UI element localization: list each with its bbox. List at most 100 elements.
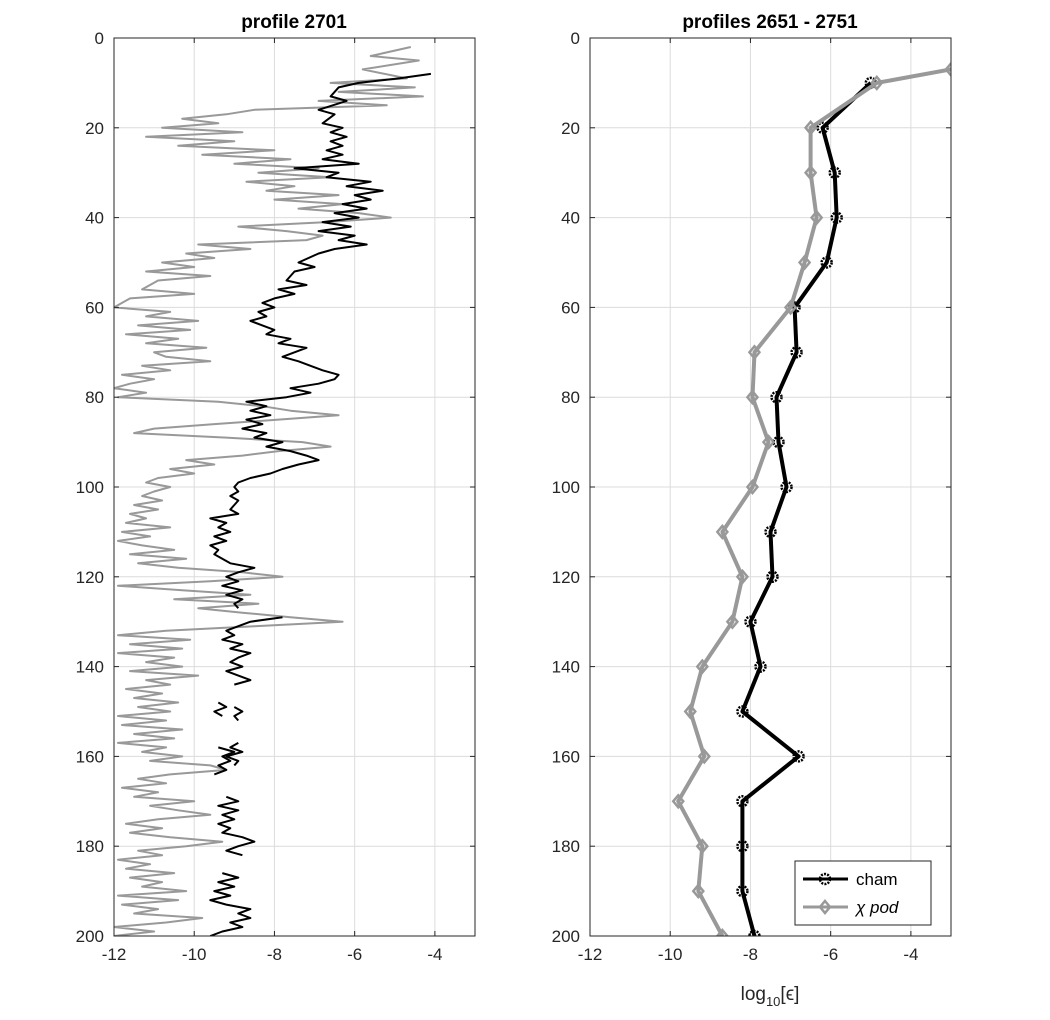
panel-left-plot <box>114 46 432 936</box>
data-point-chipod <box>725 613 740 630</box>
data-point-cham <box>736 705 749 718</box>
data-point-cham <box>772 435 785 449</box>
data-point-chipod <box>783 299 798 316</box>
y-tick-label: 60 <box>561 298 580 317</box>
x-tick-label: -4 <box>427 945 442 964</box>
data-point-cham <box>736 884 749 898</box>
data-point-cham <box>788 301 801 314</box>
data-point-chipod <box>810 209 824 226</box>
series-line-0 <box>114 46 424 936</box>
x-tick-label: -10 <box>658 945 683 964</box>
y-tick-label: 180 <box>552 837 580 856</box>
panel-right-title: profiles 2651 - 2751 <box>682 12 858 33</box>
y-tick-label: 140 <box>76 658 104 677</box>
series-segment-1-0 <box>209 72 432 609</box>
series-line-cham <box>740 81 873 936</box>
legend-marker-cham <box>818 872 832 886</box>
data-point-cham <box>780 480 793 494</box>
y-tick-label: 200 <box>552 927 580 946</box>
x-tick-label: -6 <box>347 945 362 964</box>
plot-area <box>671 61 951 936</box>
legend-marker-chipod <box>818 899 832 915</box>
y-tick-label: 160 <box>552 747 580 766</box>
y-tick-label: 200 <box>76 927 104 946</box>
data-point-chipod <box>671 793 685 810</box>
x-tick-label: -6 <box>823 945 838 964</box>
y-tick-label: 40 <box>561 209 580 228</box>
data-point-chipod <box>715 928 729 936</box>
y-tick-label: 80 <box>561 388 580 407</box>
panel-right-plot <box>671 61 951 936</box>
y-tick-label: 40 <box>85 209 104 228</box>
data-point-cham <box>764 525 777 539</box>
data-point-cham <box>766 570 779 584</box>
data-point-cham <box>754 660 767 673</box>
y-tick-label: 20 <box>561 119 580 138</box>
data-point-chipod <box>683 703 697 720</box>
y-tick-label: 120 <box>76 568 104 587</box>
data-point-cham <box>816 121 829 135</box>
data-point-chipod <box>870 74 884 91</box>
series-segment-1-2 <box>213 701 228 717</box>
xlabel-subscript: 10 <box>766 994 780 1009</box>
data-point-chipod <box>697 748 711 765</box>
xlabel-suffix: [ϵ] <box>780 984 799 1005</box>
data-point-chipod <box>715 523 729 540</box>
data-point-chipod <box>695 838 709 855</box>
series-segment-1-3 <box>233 706 244 722</box>
data-point-chipod <box>745 479 760 495</box>
panel-right-axes: -12 -10 -8 -6 -4 0 20 40 60 80 100 120 140 160 180 200 <box>552 29 952 964</box>
series-segment-1-4 <box>213 746 236 776</box>
legend-label-chipod: χ pod <box>854 898 899 917</box>
data-point-cham <box>736 839 749 853</box>
data-point-chipod <box>695 658 709 675</box>
y-tick-label: 180 <box>76 837 104 856</box>
data-point-chipod <box>803 164 818 181</box>
y-tick-label: 100 <box>552 478 580 497</box>
panel-left-title: profile 2701 <box>241 12 347 33</box>
data-point-cham <box>770 390 783 404</box>
y-tick-label: 120 <box>552 568 580 587</box>
x-tick-label: -8 <box>743 945 758 964</box>
data-point-chipod <box>745 389 760 406</box>
x-tick-label: -4 <box>903 945 918 964</box>
legend-box <box>794 860 932 926</box>
x-tick-label: -12 <box>102 945 127 964</box>
data-point-chipod <box>691 883 705 900</box>
y-tick-label: 100 <box>76 478 104 497</box>
plot-area <box>114 46 432 936</box>
series-segment-1-1 <box>221 616 283 686</box>
panel-left: profile 2701 -12 -10 -8 -6 -4 0 20 40 60 80 100 120… <box>76 12 476 964</box>
data-point-cham <box>736 795 749 808</box>
data-point-chipod <box>761 434 776 451</box>
data-point-chipod <box>735 568 750 585</box>
y-tick-label: 0 <box>571 29 580 48</box>
panel-right: profiles 2651 - 2751 -12 -10 -8 -6 -4 0 20 40 60… <box>552 12 952 1009</box>
data-point-cham <box>828 166 841 179</box>
y-tick-label: 0 <box>95 29 104 48</box>
data-point-cham <box>748 929 761 936</box>
y-tick-label: 80 <box>85 388 104 407</box>
y-tick-label: 140 <box>552 658 580 677</box>
data-point-chipod <box>747 344 762 361</box>
xlabel-main: log <box>741 984 766 1005</box>
data-point-cham <box>790 346 803 359</box>
legend-label-cham: cham <box>856 870 898 889</box>
y-tick-label: 60 <box>85 298 104 317</box>
legend: cham χ pod <box>794 860 932 926</box>
data-point-cham <box>820 256 833 269</box>
data-point-chipod <box>803 119 818 136</box>
panel-right-xlabel: log10[ϵ] <box>741 984 800 1009</box>
series-segment-1-6 <box>217 795 256 857</box>
data-point-cham <box>792 750 805 763</box>
data-point-cham <box>830 211 843 224</box>
panel-right-grid <box>589 37 951 937</box>
y-tick-label: 20 <box>85 119 104 138</box>
data-point-chipod <box>944 61 951 78</box>
y-tick-label: 160 <box>76 747 104 766</box>
series-segment-1-7 <box>209 872 252 936</box>
data-point-cham <box>744 615 757 628</box>
panel-left-axes: -12 -10 -8 -6 -4 0 20 40 60 80 100 120 140 160 180 200 <box>76 29 476 964</box>
